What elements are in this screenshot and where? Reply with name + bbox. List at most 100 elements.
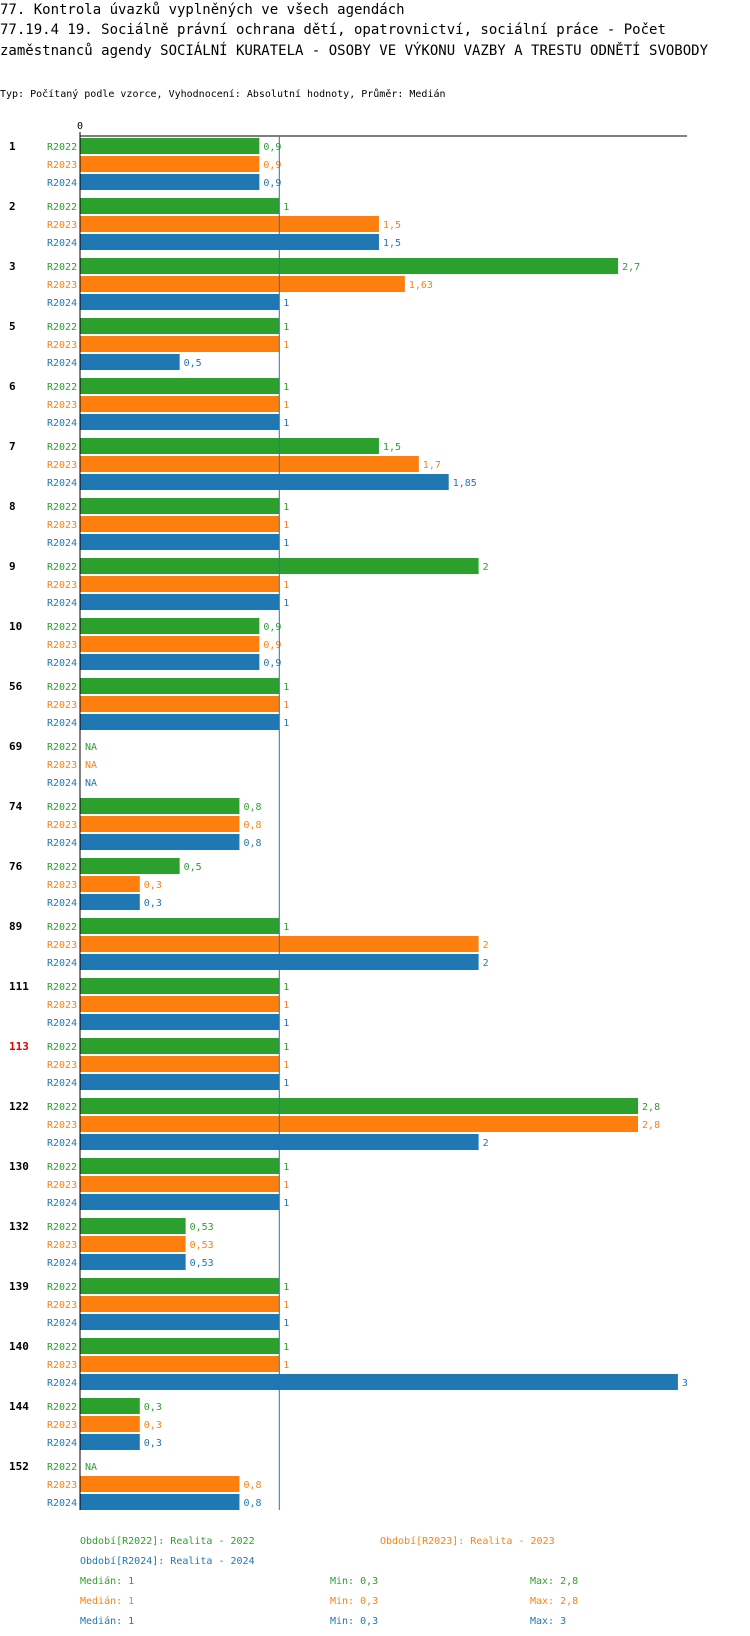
value-label: 2 — [483, 562, 489, 573]
value-label: 1,7 — [423, 460, 441, 471]
legend-min: Min: 0,3 — [330, 1576, 378, 1587]
series-label: R2022 — [47, 502, 77, 513]
chart-subtitle-title: 77.19.4 19. Sociálně právní ochrana dětí… — [0, 22, 709, 59]
series-label: R2024 — [47, 1018, 77, 1029]
bar — [80, 354, 180, 370]
category-label: 122 — [9, 1100, 29, 1113]
value-label: 0,8 — [243, 1498, 261, 1509]
series-label: R2023 — [47, 520, 77, 531]
bar — [80, 996, 280, 1012]
legend-median: Medián: 1 — [80, 1595, 134, 1607]
series-label: R2022 — [47, 202, 77, 213]
series-label: R2024 — [47, 718, 77, 729]
bar — [80, 654, 260, 670]
value-label: 0,53 — [190, 1258, 214, 1269]
series-label: R2022 — [47, 562, 77, 573]
category-label: 130 — [9, 1160, 29, 1173]
value-label: NA — [85, 1462, 97, 1473]
value-label: 0,3 — [144, 1420, 162, 1431]
bar — [80, 618, 260, 634]
series-label: R2022 — [47, 802, 77, 813]
bar — [80, 294, 280, 310]
series-label: R2023 — [47, 460, 77, 471]
series-label: R2023 — [47, 1360, 77, 1371]
series-label: R2022 — [47, 1282, 77, 1293]
bar — [80, 156, 260, 172]
series-label: R2022 — [47, 862, 77, 873]
bar — [80, 1296, 280, 1312]
value-label: 2,8 — [642, 1120, 660, 1131]
series-label: R2023 — [47, 1180, 77, 1191]
value-label: 0,53 — [190, 1222, 214, 1233]
bar — [80, 336, 280, 352]
value-label: 1 — [283, 1018, 289, 1029]
value-label: 1 — [283, 298, 289, 309]
series-label: R2024 — [47, 1198, 77, 1209]
category-label: 7 — [9, 440, 16, 453]
value-label: 1 — [283, 922, 289, 933]
series-label: R2024 — [47, 418, 77, 429]
category-label: 69 — [9, 740, 22, 753]
bar — [80, 234, 379, 250]
series-label: R2024 — [47, 958, 77, 969]
bar — [80, 1098, 639, 1114]
series-label: R2024 — [47, 538, 77, 549]
series-label: R2024 — [47, 1498, 77, 1509]
series-label: R2023 — [47, 1060, 77, 1071]
bar — [80, 576, 280, 592]
bar — [80, 1074, 280, 1090]
bar — [80, 858, 180, 874]
value-label: 1 — [283, 598, 289, 609]
bar — [80, 1476, 240, 1492]
bar — [80, 894, 140, 910]
legend-min: Min: 0,3 — [330, 1616, 378, 1627]
series-label: R2022 — [47, 682, 77, 693]
category-label: 2 — [9, 200, 16, 213]
series-label: R2024 — [47, 238, 77, 249]
category-label: 152 — [9, 1460, 29, 1473]
value-label: 1 — [283, 1000, 289, 1011]
value-label: 0,9 — [263, 622, 281, 633]
value-label: 1 — [283, 982, 289, 993]
series-label: R2023 — [47, 640, 77, 651]
category-label: 111 — [9, 980, 29, 993]
series-label: R2022 — [47, 1222, 77, 1233]
bar — [80, 498, 280, 514]
bar — [80, 396, 280, 412]
bar — [80, 594, 280, 610]
value-label: 1 — [283, 1300, 289, 1311]
value-label: 0,3 — [144, 1402, 162, 1413]
bar — [80, 696, 280, 712]
chart-title: 77. Kontrola úvazků vyplněných ve všech … — [0, 2, 405, 18]
value-label: 1 — [283, 538, 289, 549]
series-label: R2023 — [47, 760, 77, 771]
value-label: 0,8 — [243, 838, 261, 849]
series-label: R2022 — [47, 1102, 77, 1113]
bar — [80, 798, 240, 814]
category-label: 9 — [9, 560, 16, 573]
bar — [80, 1434, 140, 1450]
value-label: 0,53 — [190, 1240, 214, 1251]
value-label: 3 — [682, 1378, 688, 1389]
bar — [80, 216, 379, 232]
value-label: 0,5 — [184, 358, 202, 369]
series-label: R2023 — [47, 1300, 77, 1311]
category-label: 5 — [9, 320, 16, 333]
value-label: 0,3 — [144, 898, 162, 909]
series-label: R2024 — [47, 1378, 77, 1389]
category-label: 8 — [9, 500, 16, 513]
value-label: 1 — [283, 382, 289, 393]
series-label: R2024 — [47, 778, 77, 789]
series-label: R2022 — [47, 622, 77, 633]
legend-entry-r2024: Období[R2024]: Realita - 2024 — [80, 1555, 255, 1567]
series-label: R2024 — [47, 598, 77, 609]
series-label: R2022 — [47, 922, 77, 933]
value-label: 0,5 — [184, 862, 202, 873]
series-label: R2024 — [47, 1078, 77, 1089]
bar — [80, 1254, 186, 1270]
bar — [80, 1338, 280, 1354]
bar — [80, 834, 240, 850]
series-label: R2023 — [47, 700, 77, 711]
legend-max: Max: 2,8 — [530, 1576, 578, 1587]
